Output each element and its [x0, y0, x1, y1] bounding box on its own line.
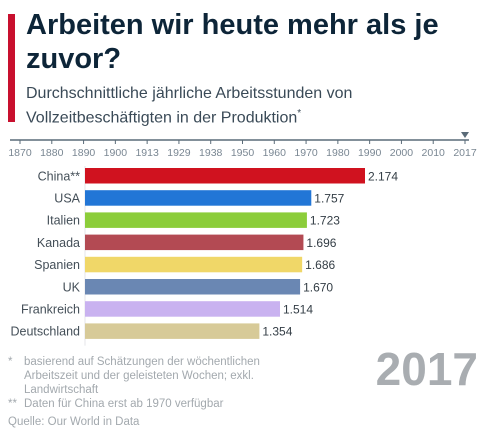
source-note: Quelle: Our World in Data [8, 416, 140, 428]
bar-category-label: Spanien [34, 258, 80, 272]
bar-category-label: China** [38, 169, 81, 183]
bar [85, 301, 280, 317]
bar [85, 190, 312, 206]
timeline-year-label: 2000 [390, 147, 414, 159]
bar [85, 234, 304, 251]
timeline-year-label: 1950 [231, 147, 255, 159]
footnotes: * basierend auf Schätzungen der wöchentl… [8, 355, 308, 429]
footnote-2: ** Daten für China erst ab 1970 verfügba… [8, 397, 308, 411]
year-label: 2017 [375, 343, 478, 395]
timeline-year-label: 2017 [453, 147, 477, 159]
bar-category-label: Italien [47, 214, 80, 228]
bar-value-label: 1.354 [262, 325, 292, 339]
title-accent-bar [8, 14, 15, 122]
bar-category-label: UK [63, 280, 81, 294]
timeline-year-label: 1870 [8, 147, 32, 159]
bar [85, 168, 365, 184]
timeline-marker-icon [461, 132, 469, 138]
footnote-text: basierend auf Schätzungen der wöchentlic… [24, 356, 260, 396]
page-subtitle: Durchschnittliche jährliche Arbeitsstund… [26, 84, 466, 128]
timeline-year-label: 1929 [167, 147, 191, 159]
bar-value-label: 1.696 [306, 236, 336, 250]
timeline-year-label: 1970 [294, 147, 318, 159]
timeline-year-label: 1938 [199, 147, 223, 159]
bar [85, 279, 301, 295]
page-title: Arbeiten wir heute mehr als je zuvor? [26, 9, 439, 75]
bar-value-label: 1.670 [303, 280, 333, 294]
footnote-1: * basierend auf Schätzungen der wöchentl… [8, 355, 308, 397]
bar-category-label: Kanada [37, 236, 80, 250]
bar [85, 256, 303, 273]
timeline-year-label: 1960 [263, 147, 287, 159]
bar [85, 323, 260, 339]
timeline-year-label: 1880 [40, 147, 64, 159]
timeline-year-label: 1890 [72, 147, 96, 159]
timeline-year-label: 1990 [358, 147, 382, 159]
subtitle-footnote-mark: * [297, 108, 302, 119]
footnote-text: Daten für China erst ab 1970 verfügbar [24, 398, 224, 410]
bar-value-label: 1.514 [283, 302, 313, 316]
bar-category-label: Deutschland [11, 325, 81, 339]
timeline-year-label: 1913 [135, 147, 159, 159]
bar-value-label: 1.723 [310, 214, 340, 228]
timeline-year-label: 1980 [326, 147, 350, 159]
year-timeline: 1870 1880 1890 1900 1913 1929 1938 1950 1960 1970… [8, 132, 477, 159]
timeline-year-label: 1900 [104, 147, 128, 159]
footnote-mark: ** [8, 398, 17, 410]
subtitle-text: Durchschnittliche jährliche Arbeitsstund… [26, 85, 353, 127]
bar-value-label: 2.174 [368, 169, 398, 183]
footnote-mark: * [8, 356, 13, 368]
bar-value-label: 1.757 [314, 191, 344, 205]
bar-category-label: USA [54, 191, 80, 205]
bar-category-label: Frankreich [21, 302, 80, 316]
bar-value-label: 1.686 [305, 258, 335, 272]
timeline-year-label: 2010 [422, 147, 446, 159]
bar-chart: China** 2.174 USA 1.757 Italien 1.723 Kanada 1.… [11, 166, 398, 346]
bar [85, 212, 307, 228]
